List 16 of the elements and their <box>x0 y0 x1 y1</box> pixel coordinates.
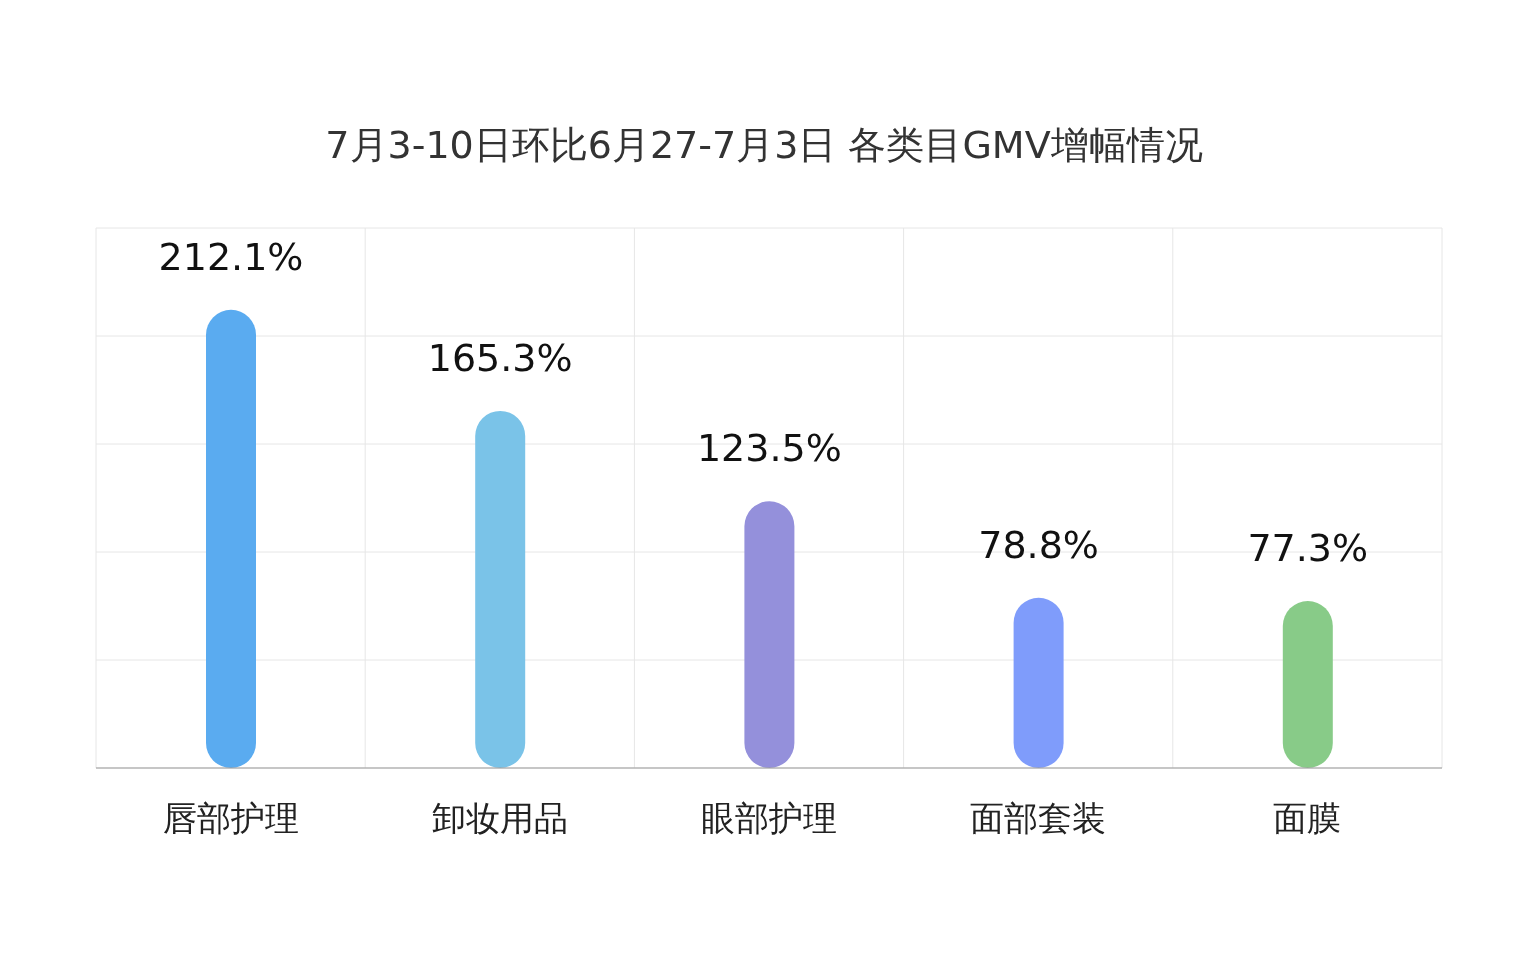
data-label: 123.5% <box>696 426 842 471</box>
bar <box>744 501 795 768</box>
chart-title: 7月3-10日环比6月27-7月3日 各类目GMV增幅情况 <box>324 122 1204 169</box>
bar <box>475 410 526 768</box>
x-tick-label: 卸妆用品 <box>431 798 568 839</box>
data-label: 212.1% <box>158 234 304 279</box>
bar <box>206 309 256 768</box>
x-tick-label: 面部套装 <box>970 798 1107 839</box>
x-tick-label: 唇部护理 <box>162 798 299 839</box>
data-label: 78.8% <box>978 522 1099 567</box>
data-label: 165.3% <box>427 335 573 380</box>
bar <box>1013 597 1064 768</box>
x-tick-label: 眼部护理 <box>701 798 837 839</box>
x-tick-label: 面膜 <box>1273 798 1342 839</box>
data-label: 77.3% <box>1247 526 1369 571</box>
bar <box>1282 601 1333 768</box>
